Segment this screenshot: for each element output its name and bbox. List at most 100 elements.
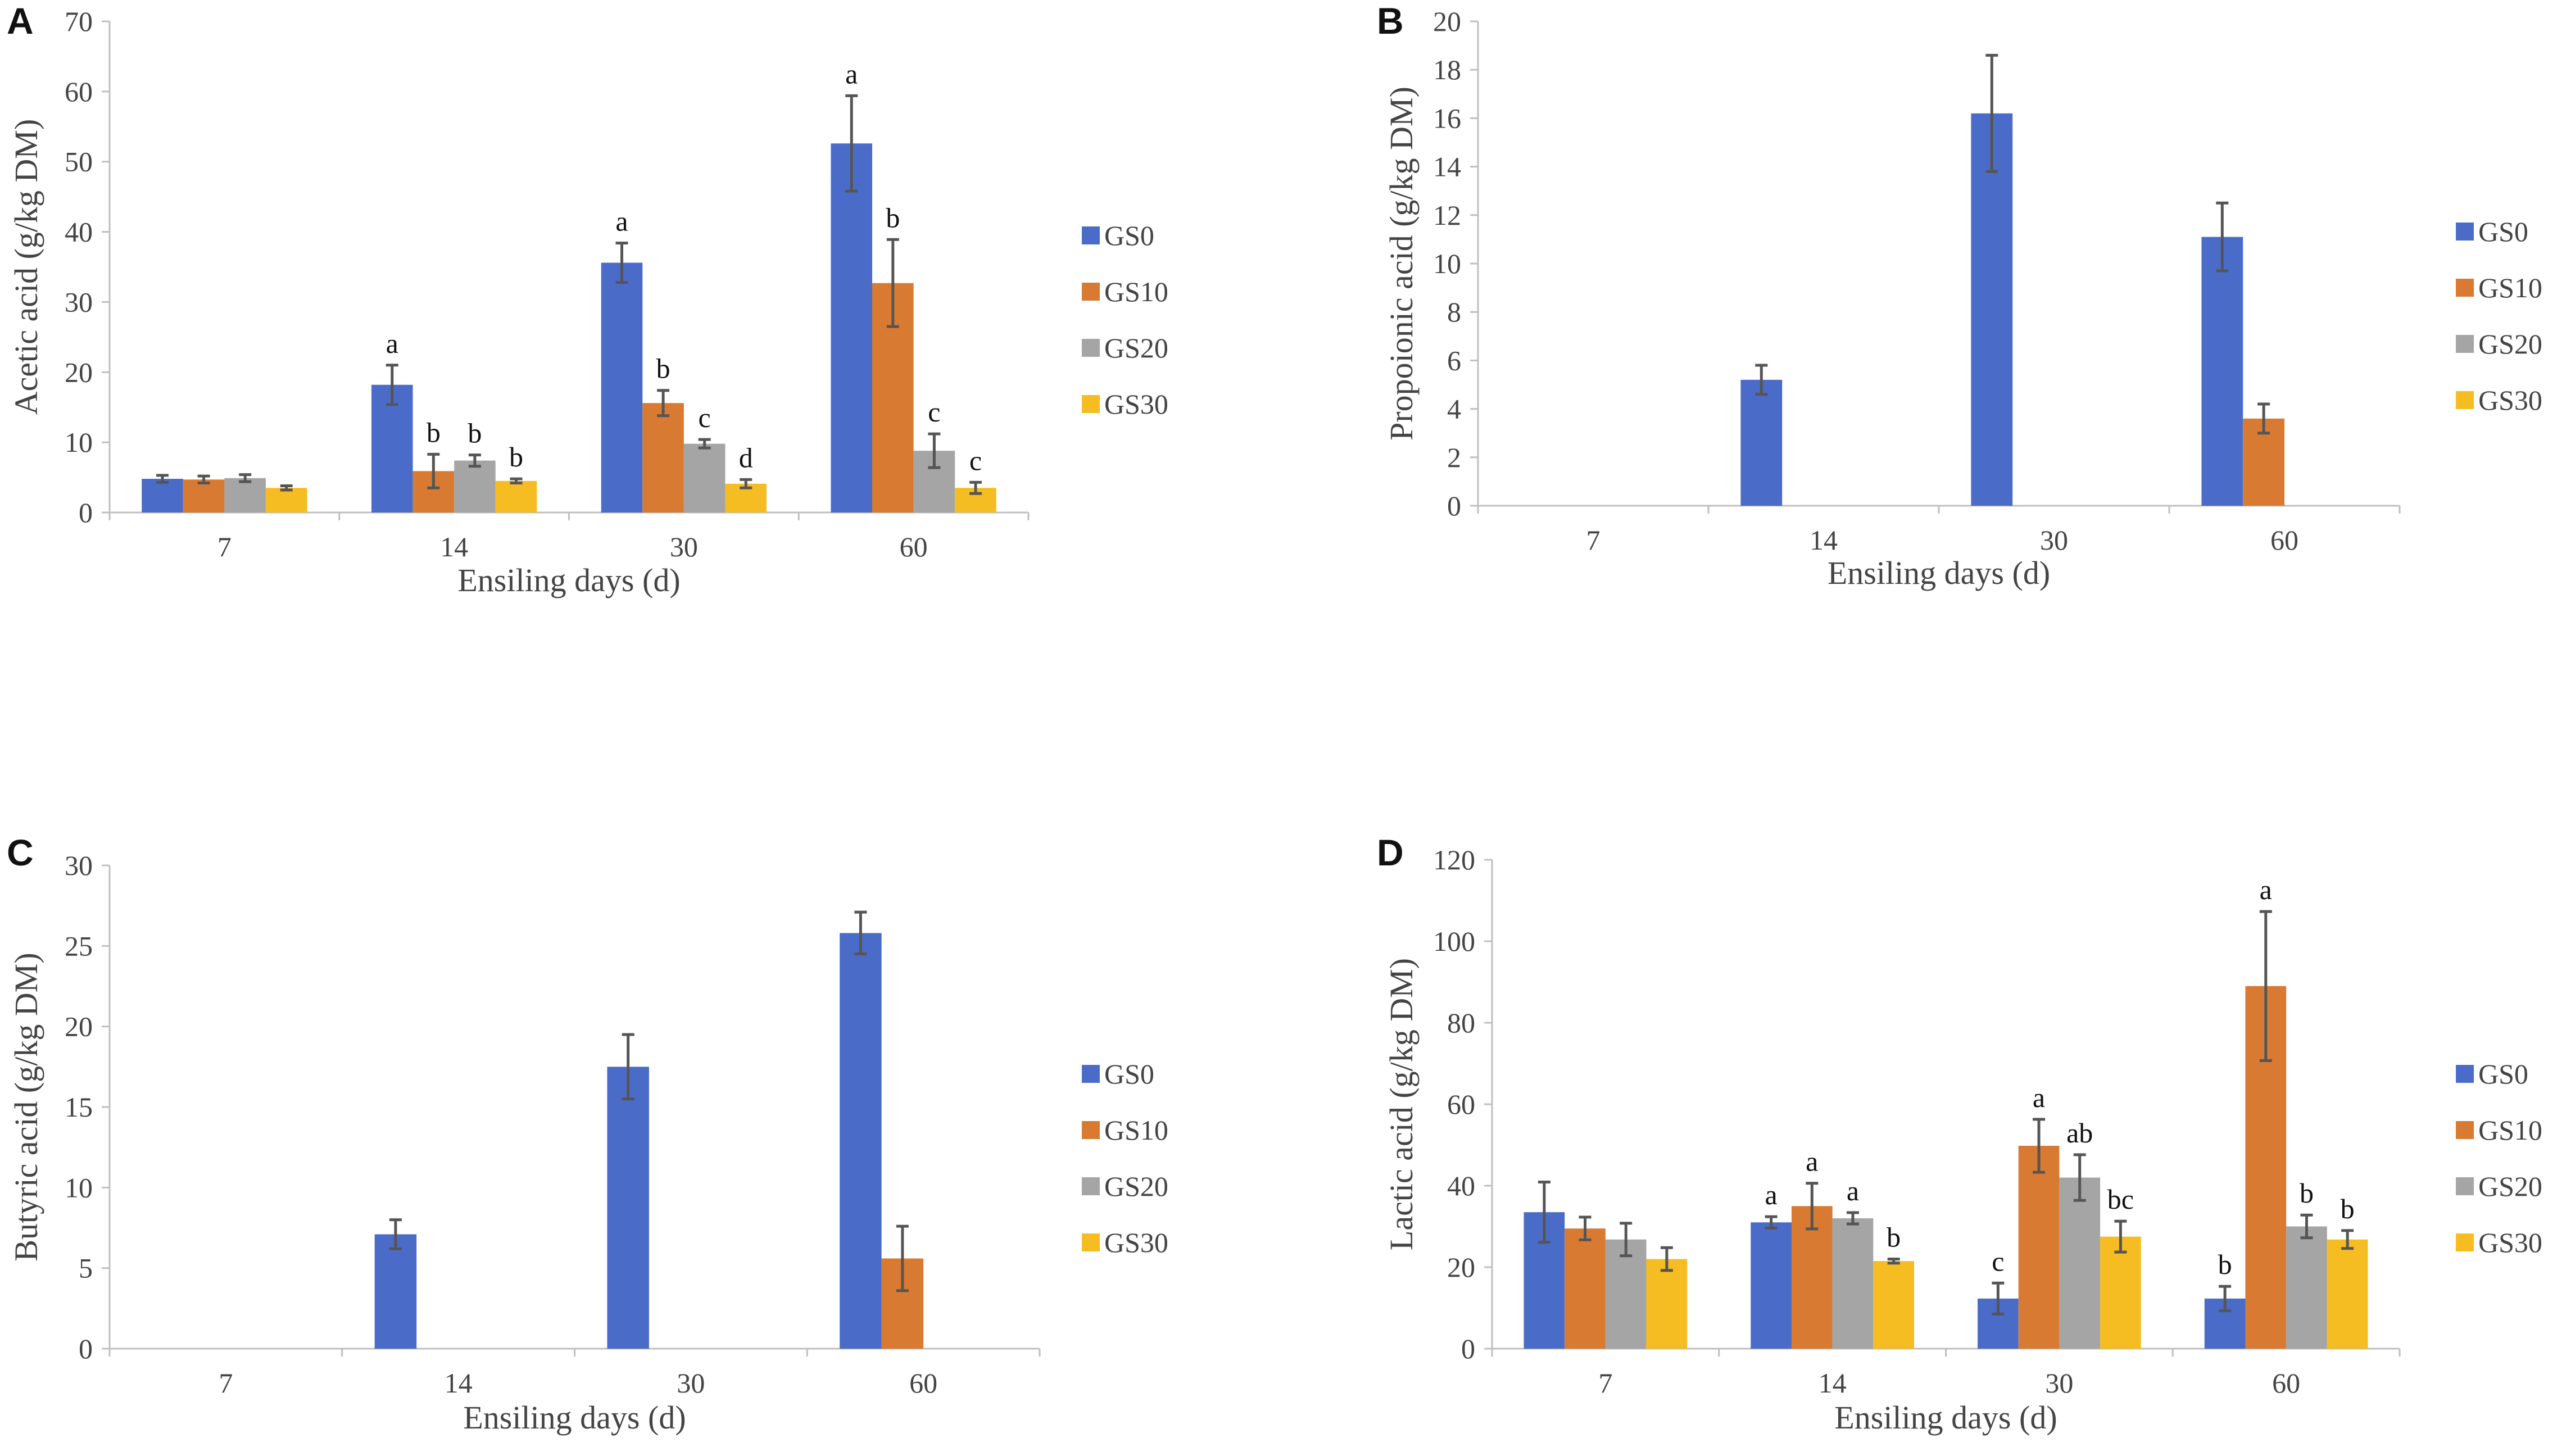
x-tick-label: 14 bbox=[1819, 1367, 1847, 1399]
significance-label: a bbox=[1765, 1179, 1778, 1210]
y-tick-label: 40 bbox=[1447, 1170, 1475, 1201]
y-tick-label: 2 bbox=[1447, 442, 1461, 473]
y-tick-label: 0 bbox=[79, 1333, 93, 1364]
legend-label: GS20 bbox=[1104, 332, 1168, 364]
panel-letter: D bbox=[1377, 832, 1404, 873]
x-tick-label: 60 bbox=[2270, 524, 2298, 556]
y-tick-label: 0 bbox=[1447, 490, 1461, 521]
x-tick-label: 60 bbox=[2272, 1367, 2300, 1399]
x-tick-label: 14 bbox=[445, 1367, 473, 1399]
y-tick-label: 40 bbox=[65, 216, 93, 248]
legend-swatch-gs0 bbox=[2456, 1065, 2474, 1083]
legend-swatch-gs0 bbox=[2456, 223, 2474, 241]
y-tick-label: 80 bbox=[1447, 1007, 1475, 1038]
y-tick-label: 100 bbox=[1433, 926, 1475, 957]
significance-label: a bbox=[845, 58, 858, 89]
x-tick-label: 30 bbox=[2045, 1367, 2073, 1399]
y-axis-title: Acetic acid (g/kg DM) bbox=[8, 119, 44, 415]
bar-gs0-day-14 bbox=[1751, 1222, 1792, 1349]
significance-label: b bbox=[1887, 1222, 1901, 1253]
legend-swatch-gs30 bbox=[2456, 1233, 2474, 1251]
legend-label: GS30 bbox=[2478, 1227, 2542, 1258]
legend-label: GS0 bbox=[2478, 1058, 2528, 1090]
legend-swatch-gs30 bbox=[1082, 395, 1100, 413]
x-tick-label: 7 bbox=[1598, 1367, 1612, 1399]
significance-label: c bbox=[699, 402, 711, 433]
significance-label: a bbox=[2260, 874, 2272, 905]
x-tick-label: 60 bbox=[900, 531, 928, 563]
legend-label: GS30 bbox=[1104, 388, 1168, 420]
legend-swatch-gs20 bbox=[2456, 335, 2474, 353]
bar-gs20-day-7 bbox=[224, 478, 266, 512]
legend-label: GS30 bbox=[1104, 1227, 1168, 1258]
x-tick-label: 7 bbox=[1586, 524, 1601, 556]
significance-label: a bbox=[1806, 1146, 1818, 1177]
y-tick-label: 0 bbox=[79, 497, 93, 528]
significance-label: b bbox=[2341, 1193, 2355, 1224]
y-axis-title: Lactic acid (g/kg DM) bbox=[1383, 958, 1420, 1250]
legend-swatch-gs0 bbox=[1082, 1065, 1100, 1083]
legend-label: GS0 bbox=[1104, 220, 1154, 251]
legend-swatch-gs30 bbox=[1082, 1233, 1100, 1251]
bar-gs20-day-14 bbox=[1832, 1218, 1874, 1349]
legend-label: GS10 bbox=[1104, 1114, 1168, 1146]
significance-label: b bbox=[509, 441, 523, 473]
panel-letter: B bbox=[1377, 0, 1404, 42]
bar-gs10-day-30 bbox=[2018, 1145, 2060, 1349]
significance-label: ab bbox=[2066, 1117, 2093, 1149]
legend-swatch-gs0 bbox=[1082, 226, 1100, 244]
bar-gs0-day-30 bbox=[1971, 113, 2013, 506]
legend-label: GS10 bbox=[2478, 272, 2542, 303]
legend-label: GS0 bbox=[1104, 1058, 1154, 1090]
significance-label: a bbox=[615, 206, 628, 237]
bar-gs0-day-14 bbox=[371, 384, 413, 512]
bar-gs0-day-30 bbox=[607, 1067, 649, 1349]
significance-label: c bbox=[1992, 1245, 2004, 1277]
x-axis-title: Ensiling days (d) bbox=[457, 562, 680, 598]
bar-gs0-day-60 bbox=[831, 143, 873, 512]
significance-label: c bbox=[969, 444, 982, 476]
panel-letter: C bbox=[7, 832, 34, 873]
significance-label: a bbox=[386, 328, 398, 359]
y-tick-label: 60 bbox=[65, 76, 93, 107]
legend-swatch-gs20 bbox=[2456, 1177, 2474, 1195]
x-axis-title: Ensiling days (d) bbox=[463, 1399, 686, 1436]
y-tick-label: 5 bbox=[79, 1253, 93, 1284]
x-axis-title: Ensiling days (d) bbox=[1834, 1399, 2057, 1436]
bar-gs30-day-14 bbox=[495, 480, 537, 512]
bar-gs20-day-7 bbox=[1605, 1239, 1647, 1349]
legend-swatch-gs10 bbox=[1082, 1121, 1100, 1139]
significance-label: b bbox=[2218, 1249, 2232, 1280]
panel-letter: A bbox=[7, 0, 34, 42]
bar-gs30-day-14 bbox=[1873, 1261, 1914, 1349]
panel-c: C 0 5 10 15 20 25 30 7 14 30 60 Butyric acid (g/kg D… bbox=[7, 832, 1168, 1436]
y-tick-label: 16 bbox=[1433, 102, 1461, 134]
legend-label: GS10 bbox=[2478, 1114, 2542, 1146]
bar-gs30-day-7 bbox=[265, 488, 307, 512]
bar-gs0-day-60 bbox=[2201, 237, 2243, 506]
y-tick-label: 120 bbox=[1433, 844, 1475, 876]
panel-b: B 0 2 4 6 8 10 12 14 16 18 20 7 14 30 60 Propoionic acid… bbox=[1377, 0, 2542, 591]
legend-label: GS0 bbox=[2478, 216, 2528, 247]
y-tick-label: 10 bbox=[65, 1172, 93, 1203]
significance-label: a bbox=[2033, 1082, 2045, 1113]
x-axis-title: Ensiling days (d) bbox=[1828, 555, 2050, 591]
y-tick-label: 25 bbox=[65, 930, 93, 961]
significance-label: bc bbox=[2107, 1183, 2134, 1215]
legend-swatch-gs20 bbox=[1082, 339, 1100, 357]
legend-label: GS20 bbox=[2478, 1171, 2542, 1202]
legend-swatch-gs10 bbox=[2456, 1121, 2474, 1139]
bar-gs30-day-7 bbox=[1646, 1259, 1688, 1349]
y-tick-label: 10 bbox=[65, 427, 93, 458]
y-tick-label: 20 bbox=[1447, 1251, 1475, 1283]
significance-label: a bbox=[1847, 1175, 1859, 1206]
y-tick-label: 12 bbox=[1433, 199, 1461, 231]
legend-swatch-gs10 bbox=[1082, 283, 1100, 301]
legend-label: GS20 bbox=[2478, 328, 2542, 360]
significance-label: d bbox=[739, 442, 753, 473]
y-tick-label: 20 bbox=[65, 1011, 93, 1042]
y-tick-label: 50 bbox=[65, 146, 93, 178]
y-tick-label: 14 bbox=[1433, 151, 1461, 183]
